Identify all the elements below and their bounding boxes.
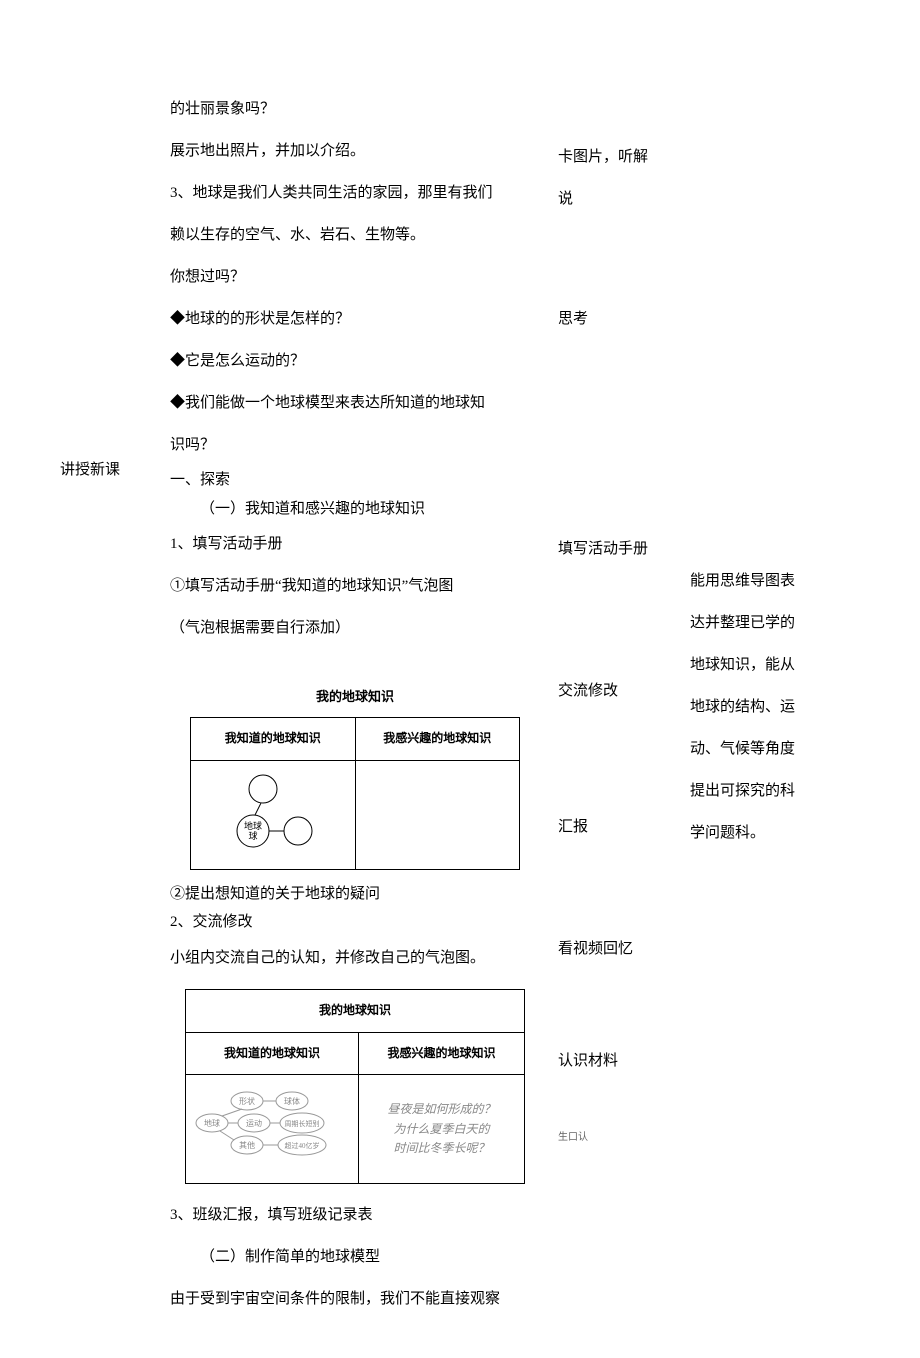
svg-text:超过40亿岁: 超过40亿岁 — [285, 1141, 320, 1150]
r6: 看视频回忆 — [558, 928, 633, 970]
bubble-diagram-2: 形状 球体 地球 运动 周期长短别 其他 — [192, 1083, 352, 1163]
rc2-5: 动、气候等角度 — [690, 728, 820, 770]
mid-s6: 2、交流修改 — [170, 908, 540, 937]
mid-line-6: ◆地球的的形状是怎样的？ — [170, 298, 540, 340]
section-explore: 一、探索 — [170, 466, 540, 495]
bubble-diagram-1: 地球 球 — [218, 769, 328, 859]
ws2-note2: 为什么夏季白天的 — [365, 1120, 518, 1139]
r1a: 卡图片，听解 — [558, 136, 648, 178]
mid-s4: （气泡根据需要自行添加） — [170, 607, 540, 649]
mid-line-3: 3、地球是我们人类共同生活的家园，那里有我们 — [170, 172, 540, 214]
mid-s2: 1、填写活动手册 — [170, 523, 540, 565]
rc2-7: 学问题科。 — [690, 812, 820, 854]
ws1-cell-left: 地球 球 — [191, 760, 356, 869]
ws2-title: 我的地球知识 — [186, 989, 525, 1032]
ws2-head-right: 我感兴趣的地球知识 — [359, 1032, 525, 1075]
rc2-2: 达并整理已学的 — [690, 602, 820, 644]
mid-line-4: 赖以生存的空气、水、岩石、生物等。 — [170, 214, 540, 256]
svg-text:球体: 球体 — [284, 1096, 300, 1106]
rc2-1: 能用思维导图表 — [690, 560, 820, 602]
rc2-4: 地球的结构、运 — [690, 686, 820, 728]
mid-line-9: 识吗？ — [170, 424, 540, 466]
tiny-label: 生口认 — [558, 1128, 588, 1143]
left-section-label: 讲授新课 — [60, 462, 120, 478]
r2: 思考 — [558, 298, 588, 340]
mid-line-2: 展示地出照片，并加以介绍。 — [170, 130, 540, 172]
worksheet-1: 我的地球知识 我知道的地球知识 我感兴趣的地球知识 地球 球 — [170, 679, 540, 870]
ws1-head-left: 我知道的地球知识 — [191, 718, 356, 761]
mid-s5: ②提出想知道的关于地球的疑问 — [170, 880, 540, 909]
ws2-note1: 昼夜是如何形成的？ — [365, 1100, 518, 1119]
mid-line-8: ◆我们能做一个地球模型来表达所知道的地球知 — [170, 382, 540, 424]
svg-text:周期长短别: 周期长短别 — [285, 1119, 320, 1128]
rc2-6: 提出可探究的科 — [690, 770, 820, 812]
svg-text:运动: 运动 — [246, 1118, 262, 1128]
ws1-cell-right — [355, 760, 520, 869]
ws2-head-left: 我知道的地球知识 — [186, 1032, 359, 1075]
svg-text:地球: 地球 — [204, 1118, 220, 1128]
r1b: 说 — [558, 178, 648, 220]
ws1-head-right: 我感兴趣的地球知识 — [355, 718, 520, 761]
mid-s7: 小组内交流自己的认知，并修改自己的气泡图。 — [170, 937, 540, 979]
svg-text:其他: 其他 — [239, 1140, 255, 1150]
ws1-title: 我的地球知识 — [170, 679, 540, 715]
svg-text:形状: 形状 — [239, 1096, 255, 1106]
mid-line-5: 你想过吗？ — [170, 256, 540, 298]
ws2-cell-left: 形状 球体 地球 运动 周期长短别 其他 — [186, 1075, 359, 1184]
mid-line-1: 的壮丽景象吗？ — [170, 88, 540, 130]
svg-text:地球: 地球 — [244, 820, 262, 831]
r7: 认识材料 — [558, 1040, 618, 1082]
mid-s10: 由于受到宇宙空间条件的限制，我们不能直接观察 — [170, 1278, 540, 1320]
mid-s8: 3、班级汇报，填写班级记录表 — [170, 1194, 540, 1236]
r4: 交流修改 — [558, 670, 618, 712]
mid-line-7: ◆它是怎么运动的？ — [170, 340, 540, 382]
mid-s9: （二）制作简单的地球模型 — [170, 1236, 540, 1278]
rc2-3: 地球知识，能从 — [690, 644, 820, 686]
ws2-cell-right: 昼夜是如何形成的？ 为什么夏季白天的 时间比冬季长呢？ — [359, 1075, 525, 1184]
r5: 汇报 — [558, 806, 588, 848]
ws2-note3: 时间比冬季长呢？ — [365, 1139, 518, 1158]
section-sub1: （一）我知道和感兴趣的地球知识 — [170, 495, 540, 524]
mid-s3: ①填写活动手册“我知道的地球知识”气泡图 — [170, 565, 540, 607]
svg-text:球: 球 — [248, 830, 257, 841]
r3: 填写活动手册 — [558, 528, 648, 570]
worksheet-2: 我的地球知识 我知道的地球知识 我感兴趣的地球知识 形状 球体 地球 — [170, 989, 540, 1184]
